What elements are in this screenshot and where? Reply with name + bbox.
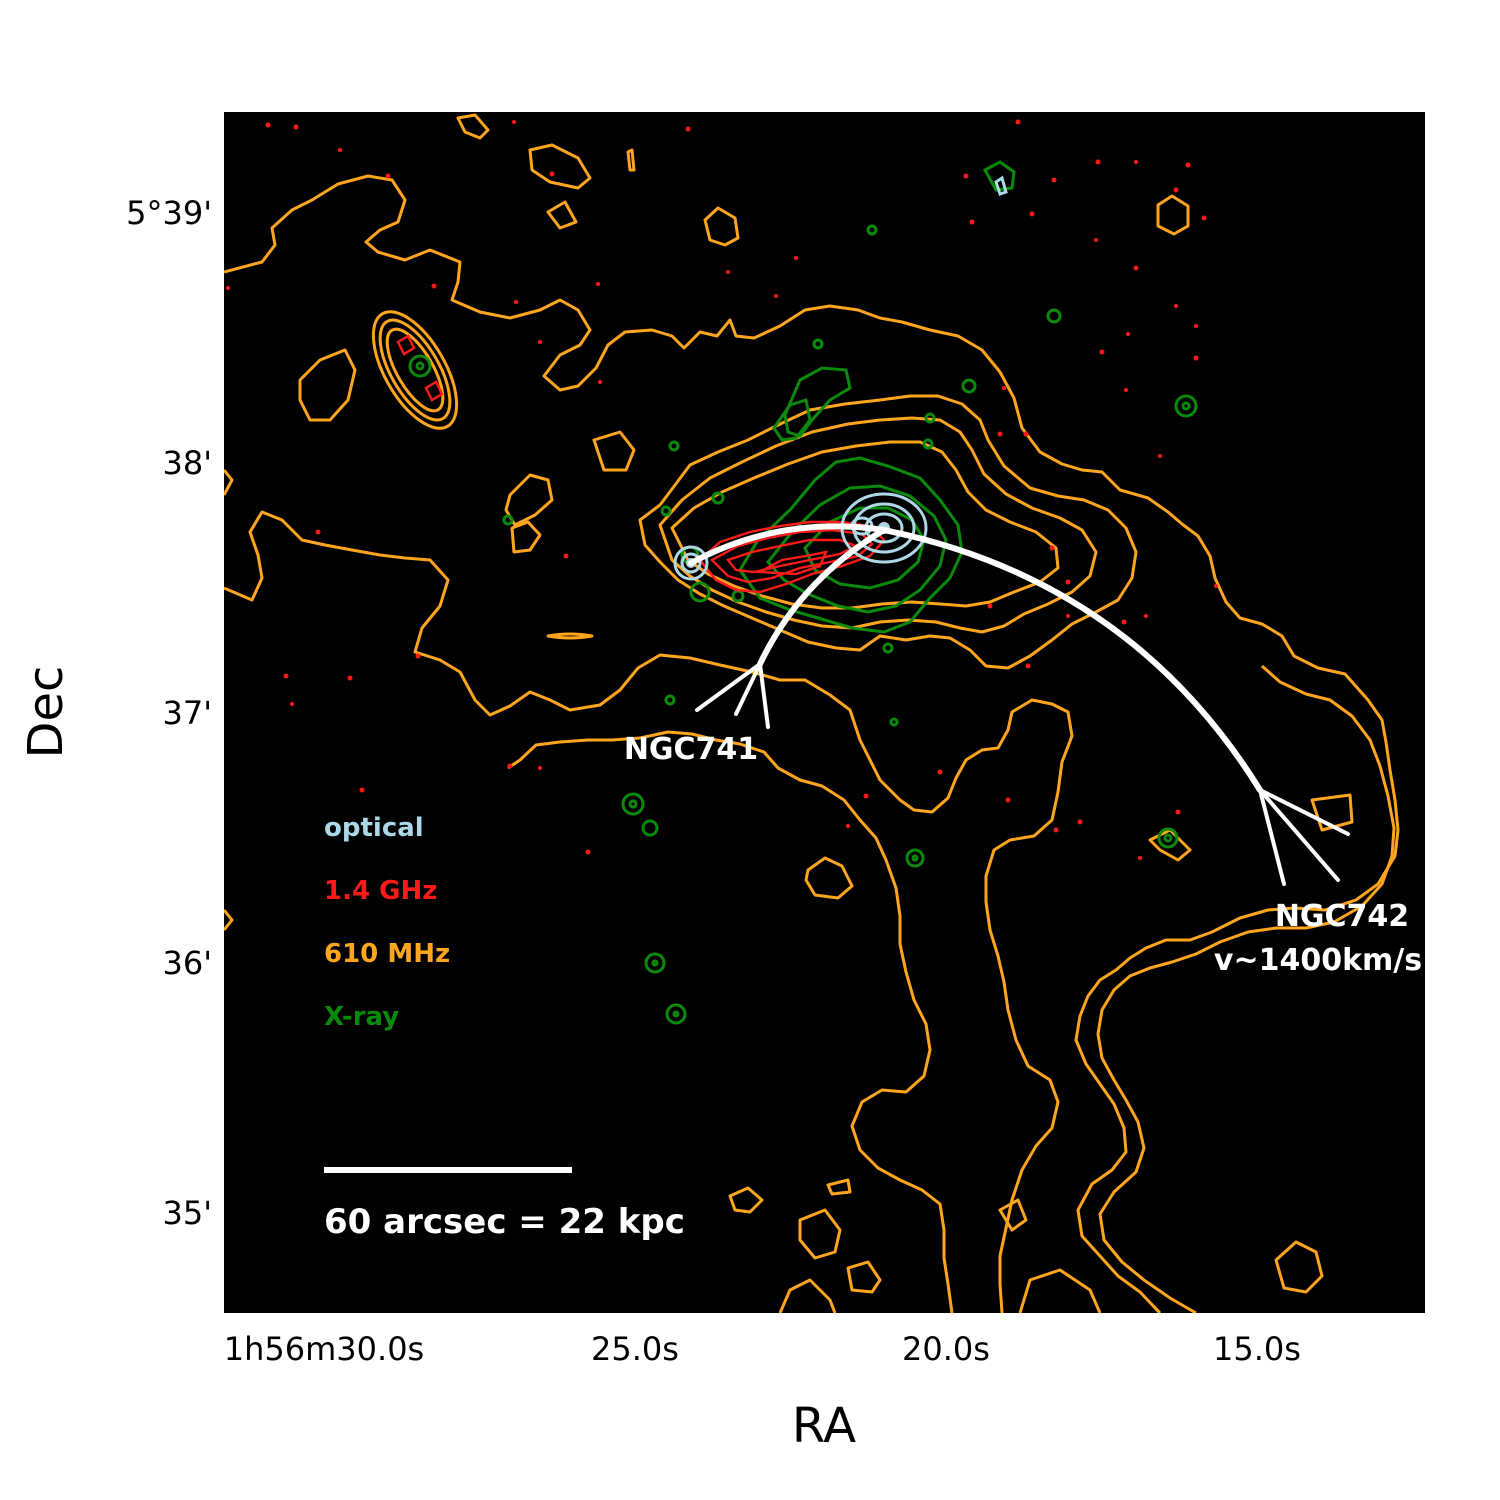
trail-main-arc bbox=[688, 523, 1263, 793]
x-axis-title: RA bbox=[792, 1398, 856, 1454]
x-tick-labels: 1h56m30.0s 25.0s 20.0s 15.0s bbox=[224, 1330, 1301, 1368]
y-ticks bbox=[224, 211, 234, 1213]
y-tick-label: 38' bbox=[162, 444, 212, 482]
legend-1p4ghz: 1.4 GHz bbox=[324, 876, 437, 906]
y-tick-labels: 5°39' 38' 37' 36' 35' bbox=[126, 194, 212, 1232]
annotation-ngc741: NGC741 bbox=[624, 732, 758, 767]
x-tick-label: 25.0s bbox=[591, 1330, 679, 1368]
x-tick-label: 15.0s bbox=[1213, 1330, 1301, 1368]
y-tick-label: 36' bbox=[162, 944, 212, 982]
plot-area bbox=[224, 112, 1425, 1313]
legend-610mhz: 610 MHz bbox=[324, 939, 450, 969]
trail-ngc741-arc bbox=[757, 527, 887, 667]
trail-curves bbox=[688, 523, 1350, 886]
y-tick-label: 37' bbox=[162, 694, 212, 732]
contours-xray bbox=[408, 160, 1198, 1025]
x-tick-label: 1h56m30.0s bbox=[224, 1330, 424, 1368]
contours-1p4ghz bbox=[396, 334, 890, 594]
y-axis-title: Dec bbox=[18, 666, 74, 759]
legend: optical 1.4 GHz 610 MHz X-ray bbox=[324, 813, 450, 1032]
legend-xray: X-ray bbox=[324, 1002, 399, 1032]
annotation-ngc742: NGC742 bbox=[1275, 899, 1409, 934]
scale-bar-label: 60 arcsec = 22 kpc bbox=[324, 1202, 685, 1242]
y-tick-label: 35' bbox=[162, 1194, 212, 1232]
trail-ngc742-fan bbox=[1258, 788, 1350, 886]
trail-ngc741-fan bbox=[695, 662, 770, 729]
radio-speckle bbox=[226, 119, 1218, 860]
legend-optical: optical bbox=[324, 813, 424, 843]
contours-610mhz bbox=[224, 113, 1400, 1313]
contours-optical bbox=[673, 175, 1008, 581]
annotation-velocity: v~1400km/s bbox=[1214, 943, 1422, 978]
x-tick-label: 20.0s bbox=[902, 1330, 990, 1368]
y-tick-label: 5°39' bbox=[126, 194, 212, 232]
x-ticks bbox=[323, 1303, 1258, 1313]
